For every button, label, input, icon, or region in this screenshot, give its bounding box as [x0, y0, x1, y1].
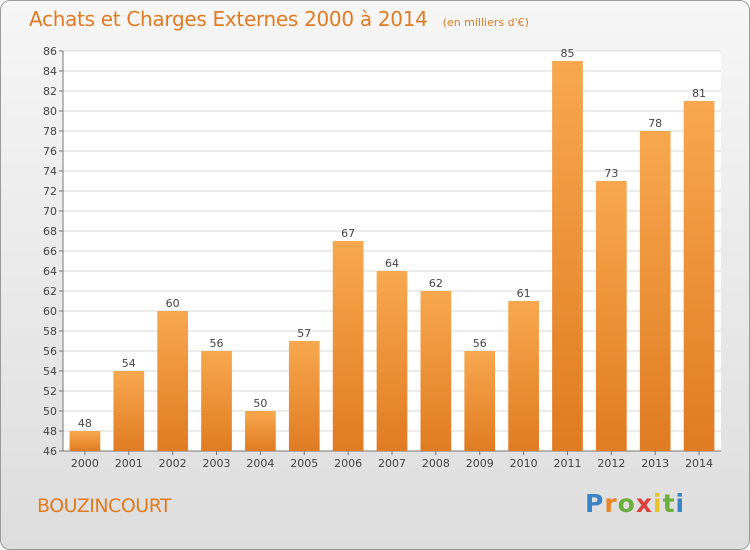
x-tick-label: 2012 [597, 457, 625, 470]
y-tick-label: 66 [43, 245, 57, 258]
y-tick-label: 86 [43, 45, 57, 58]
y-tick-label: 50 [43, 405, 57, 418]
y-tick-label: 60 [43, 305, 57, 318]
y-tick-label: 52 [43, 385, 57, 398]
y-tick-label: 74 [43, 165, 57, 178]
x-tick-label: 2007 [378, 457, 406, 470]
x-tick-label: 2004 [246, 457, 274, 470]
bar-value-label: 56 [210, 337, 224, 350]
x-tick-label: 2009 [466, 457, 494, 470]
bar-value-label: 67 [341, 227, 355, 240]
bar-value-label: 48 [78, 417, 92, 430]
bar-2001[interactable] [113, 371, 145, 451]
bar-2014[interactable] [683, 101, 715, 451]
y-tick-label: 82 [43, 85, 57, 98]
bar-value-label: 64 [385, 257, 399, 270]
y-tick-label: 62 [43, 285, 57, 298]
x-tick-label: 2013 [641, 457, 669, 470]
chart-title-text: Achats et Charges Externes 2000 à 2014 [29, 7, 428, 31]
bar-value-label: 56 [473, 337, 487, 350]
bar-value-label: 73 [604, 167, 618, 180]
bar-value-label: 81 [692, 87, 706, 100]
x-tick-label: 2006 [334, 457, 362, 470]
bar-2012[interactable] [595, 181, 627, 451]
bar-2000[interactable] [69, 431, 101, 451]
y-tick-label: 76 [43, 145, 57, 158]
bar-2010[interactable] [508, 301, 539, 451]
bar-value-label: 60 [166, 297, 180, 310]
x-tick-label: 2003 [203, 457, 231, 470]
commune-name: BOUZINCOURT [37, 495, 172, 517]
chart-unit: (en milliers d'€) [442, 16, 529, 29]
y-tick-label: 58 [43, 325, 57, 338]
x-tick-label: 2001 [115, 457, 143, 470]
bar-2004[interactable] [245, 411, 276, 451]
x-tick-label: 2002 [159, 457, 187, 470]
bar-value-label: 85 [560, 47, 574, 60]
chart-title: Achats et Charges Externes 2000 à 2014 (… [29, 7, 529, 31]
bar-2003[interactable] [201, 351, 232, 451]
bar-2002[interactable] [157, 311, 189, 451]
bar-2005[interactable] [288, 341, 320, 451]
y-tick-label: 48 [43, 425, 57, 438]
bar-2007[interactable] [376, 271, 408, 451]
bar-value-label: 57 [297, 327, 311, 340]
y-tick-label: 72 [43, 185, 57, 198]
bar-2011[interactable] [552, 61, 583, 451]
y-tick-label: 56 [43, 345, 57, 358]
y-tick-label: 80 [43, 105, 57, 118]
y-tick-label: 78 [43, 125, 57, 138]
y-tick-label: 68 [43, 225, 57, 238]
bar-value-label: 50 [253, 397, 267, 410]
y-tick-label: 46 [43, 445, 57, 458]
bar-value-label: 54 [122, 357, 136, 370]
x-tick-label: 2010 [510, 457, 538, 470]
y-tick-label: 70 [43, 205, 57, 218]
bar-2008[interactable] [420, 291, 452, 451]
x-tick-label: 2011 [553, 457, 581, 470]
x-tick-label: 2000 [71, 457, 99, 470]
proxiti-logo[interactable]: Proxiti [585, 489, 686, 518]
bar-value-label: 78 [648, 117, 662, 130]
bar-value-label: 62 [429, 277, 443, 290]
bar-value-label: 61 [517, 287, 531, 300]
bar-2006[interactable] [332, 241, 364, 451]
y-tick-label: 64 [43, 265, 57, 278]
x-tick-label: 2005 [290, 457, 318, 470]
y-tick-label: 84 [43, 65, 57, 78]
bar-2013[interactable] [639, 131, 671, 451]
y-tick-label: 54 [43, 365, 57, 378]
bar-2009[interactable] [464, 351, 496, 451]
x-tick-label: 2014 [685, 457, 713, 470]
x-tick-label: 2008 [422, 457, 450, 470]
